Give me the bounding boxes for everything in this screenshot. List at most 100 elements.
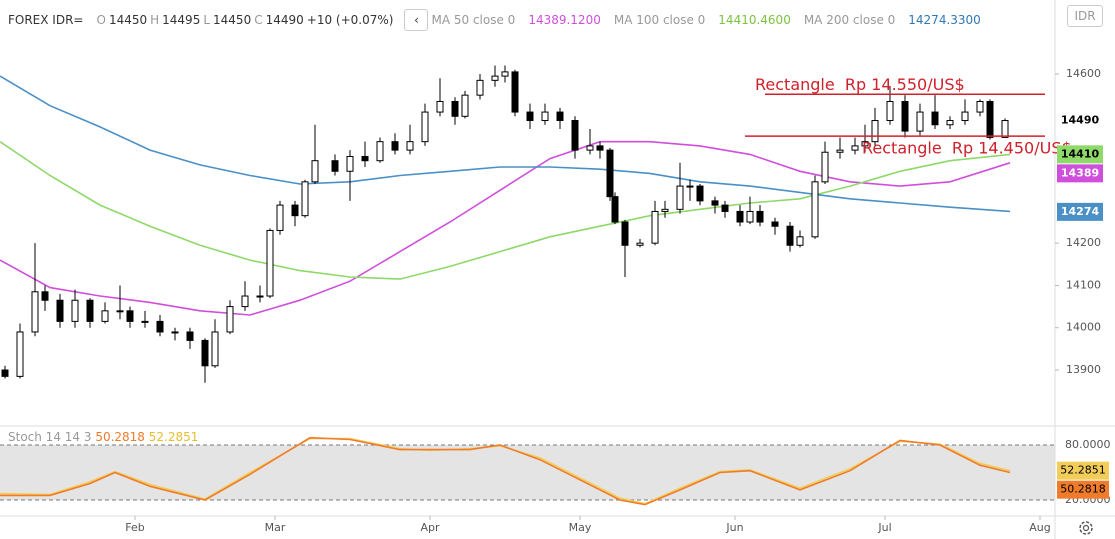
candle-body xyxy=(391,141,399,151)
price-badge xyxy=(1057,202,1103,221)
candle-body xyxy=(541,111,549,122)
candle-body xyxy=(451,100,459,117)
y-tick-label: 14100 xyxy=(1066,278,1101,291)
y-tick-label: 14600 xyxy=(1066,67,1101,80)
candle-body xyxy=(141,320,149,323)
stoch-badge-label: 50.2818 xyxy=(1060,483,1106,496)
candle-body xyxy=(946,120,954,126)
ohlc-value: 14450 xyxy=(108,13,148,27)
candle-body xyxy=(421,111,429,143)
candle-body xyxy=(871,120,879,143)
stoch-legend: Stoch 14 14 3 50.2818 52.2851 xyxy=(8,430,198,444)
candle-body xyxy=(101,310,109,322)
ma-label: MA 200 close 0 xyxy=(803,13,896,27)
ohlc-label: O xyxy=(96,13,106,27)
ohlc-label: H xyxy=(150,13,160,27)
candle-body xyxy=(611,196,619,223)
candle-body xyxy=(771,221,779,227)
candle-body xyxy=(606,149,614,198)
candle-body xyxy=(796,236,804,246)
candle-body xyxy=(476,79,484,96)
price-badge-label: 14410 xyxy=(1061,147,1100,160)
stoch-value: 50.2818 xyxy=(95,430,145,444)
price-badge xyxy=(1057,164,1103,183)
candle-body xyxy=(241,295,249,308)
candle-body xyxy=(276,204,284,231)
x-tick-label: May xyxy=(569,521,592,534)
price-badge-label: 14490 xyxy=(1061,114,1100,127)
candle-body xyxy=(836,149,844,153)
candle-body xyxy=(491,75,499,81)
candle-body xyxy=(376,141,384,162)
annotation-label: Rectangle Rp 14.550/US$ xyxy=(755,75,965,94)
candle-body xyxy=(346,155,354,172)
candle-body xyxy=(636,242,644,246)
y-tick-label: 13900 xyxy=(1066,363,1101,376)
candle-body xyxy=(676,185,684,210)
candle-body xyxy=(916,111,924,132)
stoch-badge xyxy=(1057,461,1109,480)
candle-body xyxy=(621,221,629,246)
candle-body xyxy=(811,181,819,238)
candle-body xyxy=(986,100,994,138)
y-tick-label: 14200 xyxy=(1066,236,1101,249)
candle-body xyxy=(116,310,124,313)
candle-body xyxy=(16,331,24,377)
collapse-button[interactable]: ‹ xyxy=(404,9,429,31)
ma-value: 14410.4600 xyxy=(718,13,791,27)
candle-body xyxy=(361,155,369,162)
x-tick-label: Apr xyxy=(420,521,440,534)
settings-icon[interactable] xyxy=(1079,521,1093,535)
currency-dropdown[interactable]: IDR xyxy=(1067,5,1103,27)
x-tick-label: Mar xyxy=(265,521,286,534)
candle-body xyxy=(661,208,669,212)
ohlc-label: L xyxy=(203,13,211,27)
ma-line xyxy=(0,75,1011,213)
candle-body xyxy=(501,71,509,77)
candle-body xyxy=(256,295,264,298)
candle-body xyxy=(266,229,274,297)
candle-body xyxy=(406,141,414,151)
candle-body xyxy=(596,145,604,151)
ma-value: 14274.3300 xyxy=(908,13,981,27)
header: FOREX IDR= O 14450 H 14495 L 14450 C 14490 +… xyxy=(8,9,984,31)
candle-body xyxy=(711,200,719,206)
stoch-line xyxy=(0,436,1011,506)
candle-body xyxy=(311,160,319,183)
candle-body xyxy=(56,299,64,322)
x-tick-label: Jun xyxy=(725,521,743,534)
x-tick-label: Jul xyxy=(877,521,891,534)
candle-body xyxy=(1,369,9,377)
change: +10 (+0.07%) xyxy=(306,13,394,27)
candle-body xyxy=(86,299,94,322)
y-tick-label: 14000 xyxy=(1066,321,1101,334)
ma-line xyxy=(0,141,1011,280)
symbol: FOREX IDR= xyxy=(8,13,84,27)
candle-body xyxy=(511,71,519,113)
ohlc-value: 14495 xyxy=(162,13,201,27)
ma-value: 14389.1200 xyxy=(528,13,601,27)
ma-label: MA 100 close 0 xyxy=(613,13,706,27)
candle-body xyxy=(961,111,969,122)
stoch-badge-label: 52.2851 xyxy=(1060,464,1106,477)
ohlc-value: 14450 xyxy=(213,13,252,27)
stoch-label: Stoch 14 14 3 xyxy=(8,430,92,444)
candle-body xyxy=(301,181,309,217)
annotation-label: Rectangle Rp 14.450/US$ xyxy=(862,139,1072,158)
candle-body xyxy=(571,120,579,151)
candle-body xyxy=(686,185,694,188)
candle-body xyxy=(156,320,164,333)
candle-body xyxy=(436,100,444,113)
candle-body xyxy=(976,100,984,113)
candle-body xyxy=(186,331,194,341)
candle-body xyxy=(851,145,859,151)
ma-line xyxy=(0,140,1011,316)
ohlc-value: 14490 xyxy=(265,13,304,27)
stoch-badge xyxy=(1057,480,1109,499)
stoch-tick-label: 80.0000 xyxy=(1065,438,1111,451)
x-tick-label: Aug xyxy=(1029,521,1050,534)
candle-body xyxy=(41,291,49,301)
candle-body xyxy=(861,141,869,147)
